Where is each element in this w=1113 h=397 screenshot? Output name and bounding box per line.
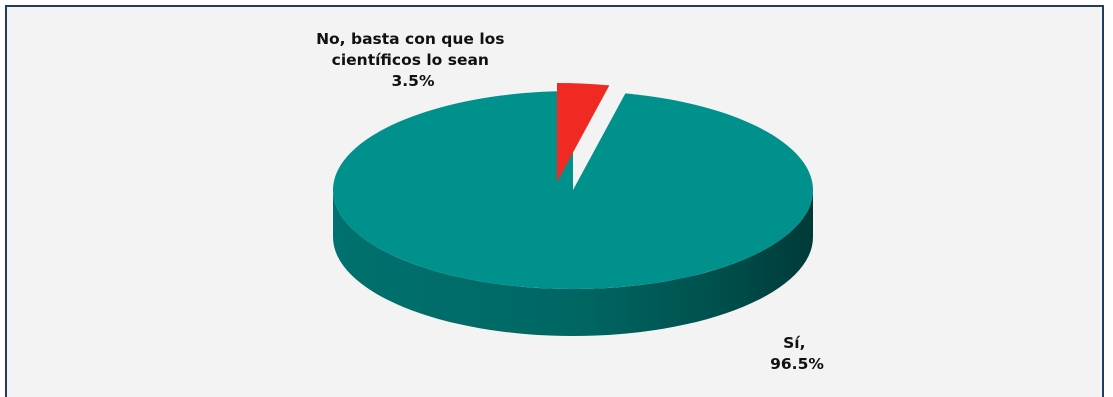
slice-label-si-value: 96.5%	[770, 355, 824, 373]
slice-label-no: No, basta con que los científicos lo sea…	[316, 30, 510, 90]
pie-chart: No, basta con que los científicos lo sea…	[316, 30, 824, 373]
pie-labels: No, basta con que los científicos lo sea…	[316, 30, 824, 373]
slice-label-si-line1: Sí,	[783, 334, 805, 352]
slice-label-si: Sí, 96.5%	[770, 334, 824, 373]
chart-frame: No, basta con que los científicos lo sea…	[5, 5, 1104, 397]
slice-label-no-line2: científicos lo sean	[332, 51, 489, 69]
slice-si-side	[333, 190, 813, 336]
pie-slices	[333, 83, 814, 336]
slice-label-no-value: 3.5%	[392, 72, 435, 90]
slice-label-no-line1: No, basta con que los	[316, 30, 504, 48]
slice-no	[557, 83, 610, 182]
slice-si	[333, 91, 814, 289]
